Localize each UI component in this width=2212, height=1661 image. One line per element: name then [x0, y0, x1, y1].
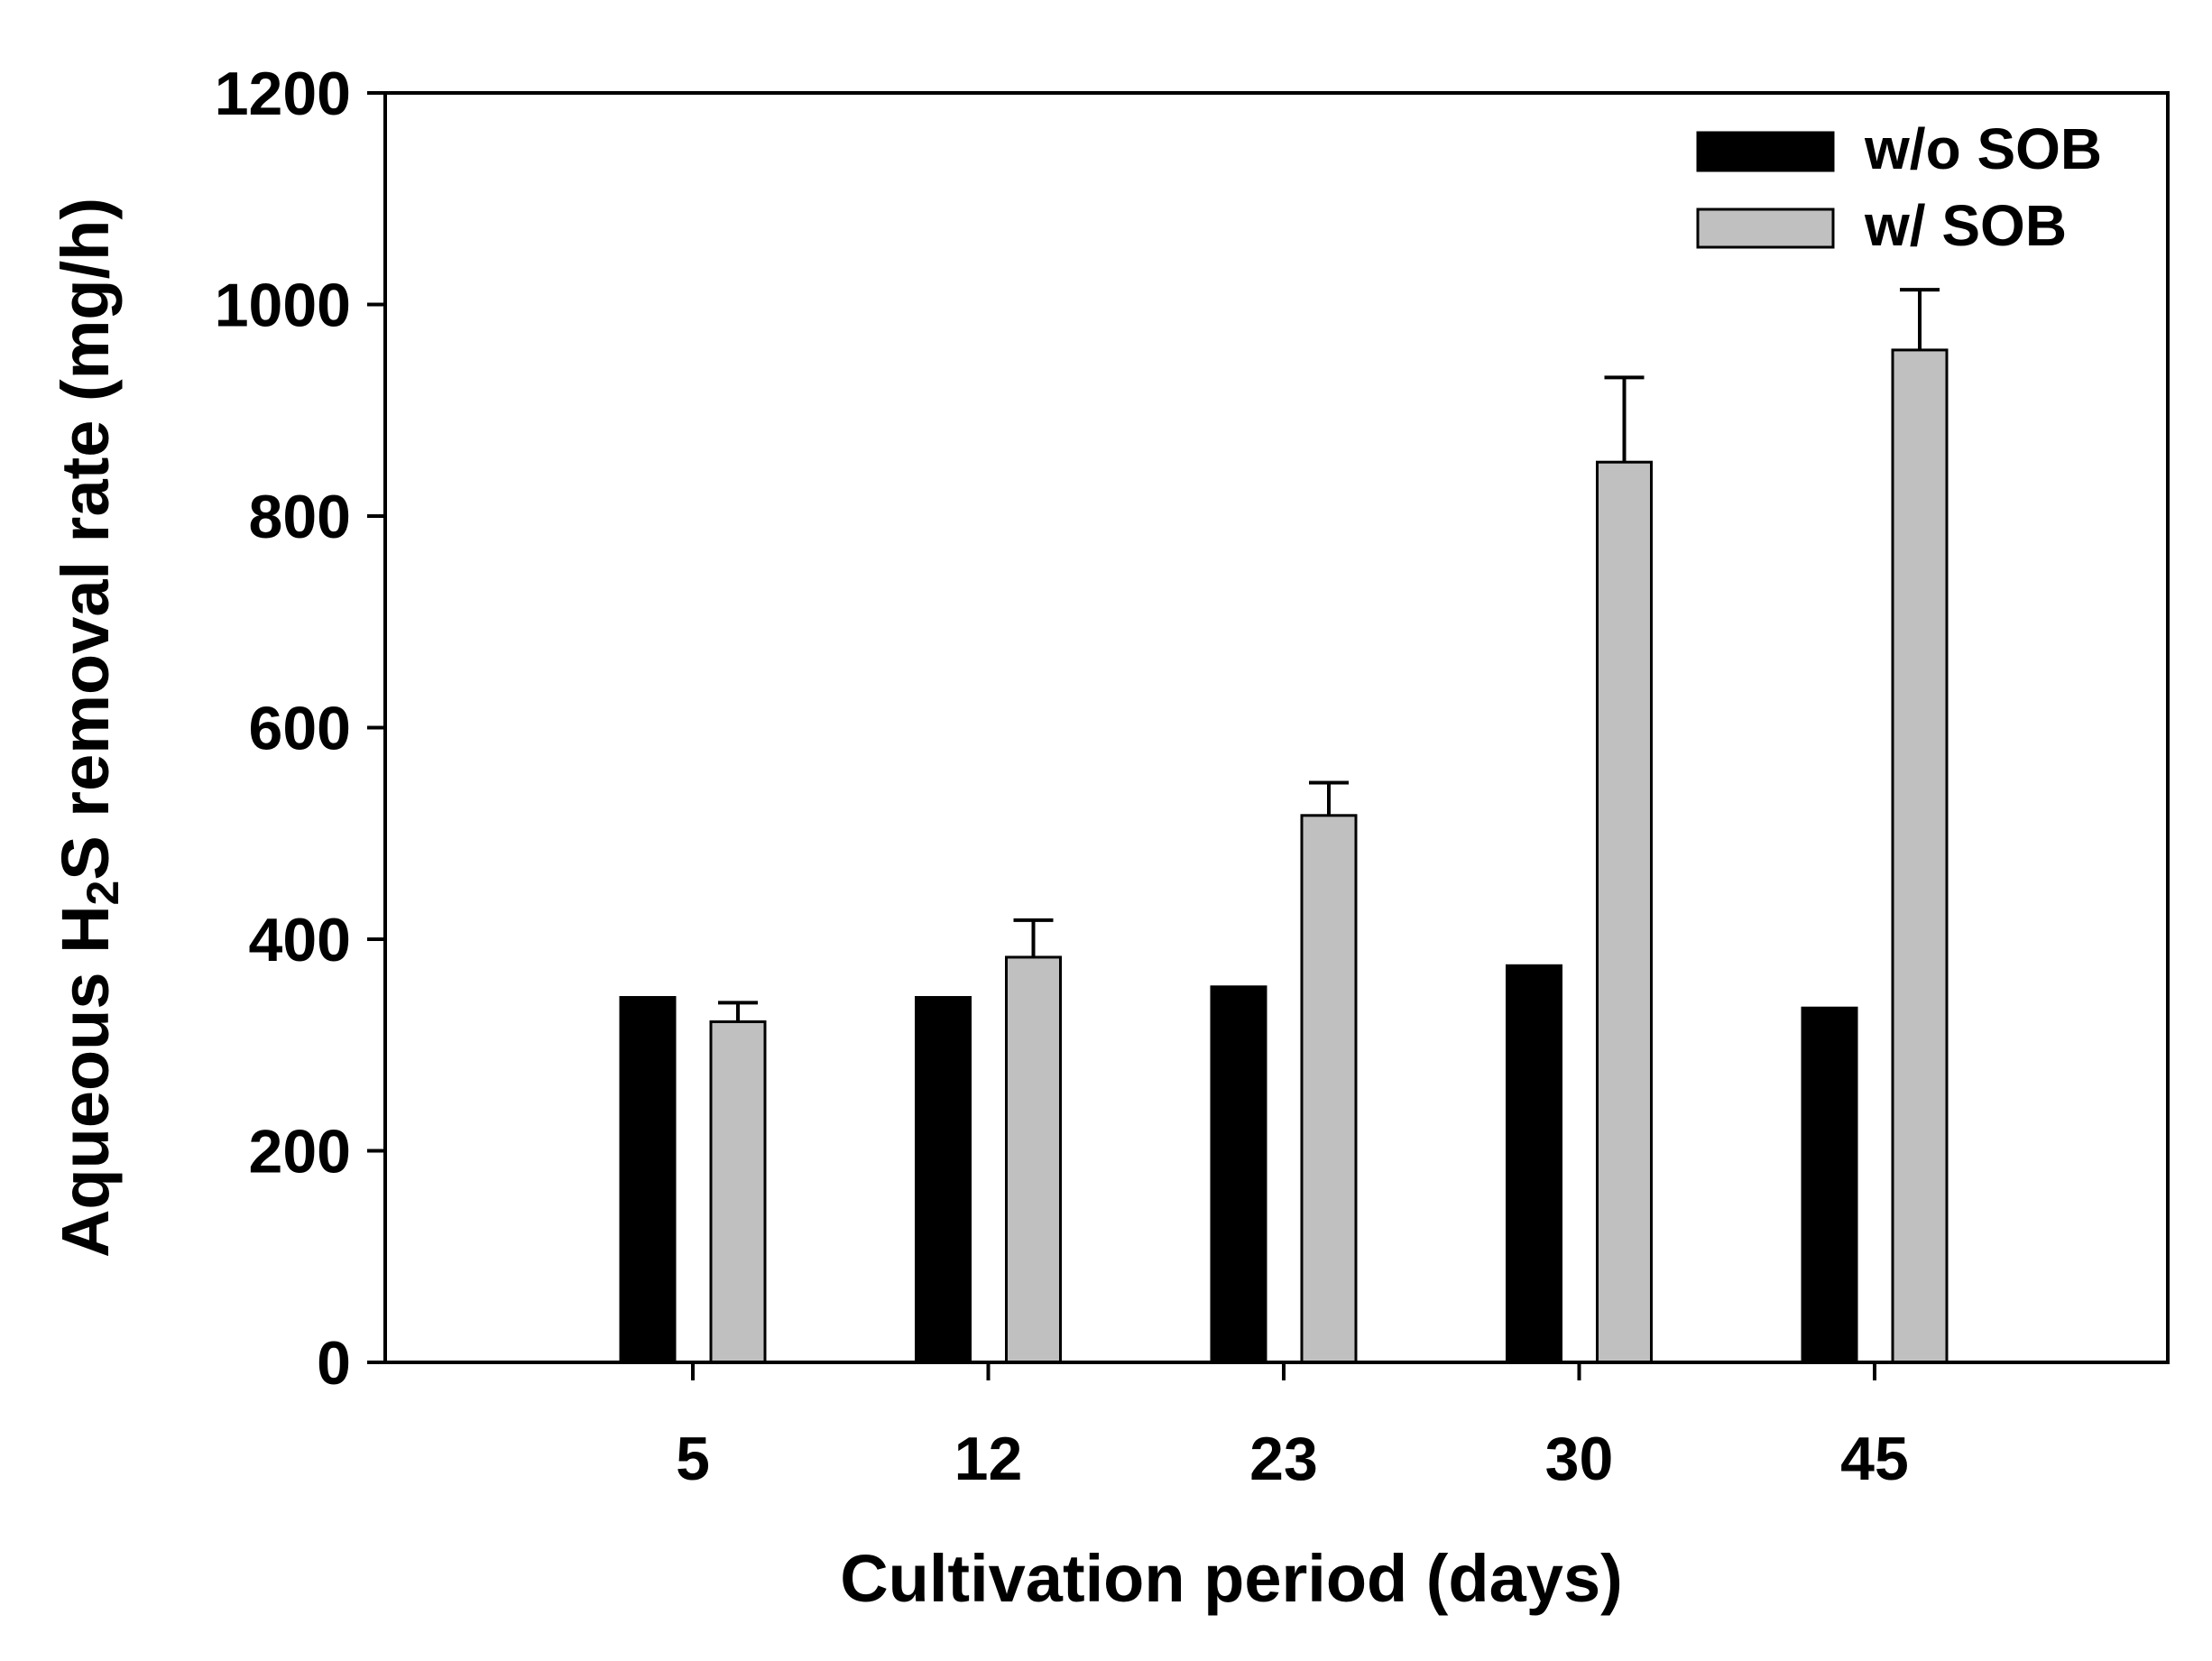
y-axis-title: Aqueous H2S removal rate (mg/h): [48, 198, 128, 1258]
bar-wo-sob-day-45: [1801, 1006, 1858, 1364]
bar-wo-sob-day-30: [1506, 964, 1562, 1364]
y-tick-label: 600: [249, 695, 351, 763]
bar-wo-sob-day-5: [619, 995, 677, 1364]
bar-wo-sob-day-12: [915, 995, 972, 1364]
bar-wo-sob-day-23: [1210, 985, 1267, 1364]
x-tick-label: 30: [1545, 1425, 1614, 1493]
y-axis-title-prefix: Aqueous H: [48, 905, 123, 1258]
y-tick-label: 1000: [215, 272, 351, 340]
y-tick-label: 0: [317, 1329, 351, 1398]
y-axis-ticks: 0 200 400 600 800 1000 1200: [215, 60, 385, 1398]
bars-layer: [619, 348, 1949, 1364]
legend: w/o SOB w/ SOB: [1696, 116, 2102, 258]
legend-swatch-wo-sob: [1696, 131, 1835, 172]
bar-w-sob-day-5: [709, 1020, 767, 1364]
x-tick-label: 23: [1249, 1425, 1318, 1493]
x-tick-label: 12: [954, 1425, 1023, 1493]
bar-w-sob-day-12: [1005, 955, 1062, 1364]
y-tick-label: 1200: [215, 60, 351, 128]
x-axis-title: Cultivation period (days): [840, 1541, 1623, 1616]
x-axis-ticks: 5 12 23 30 45: [676, 1362, 1909, 1493]
y-tick-label: 200: [249, 1118, 351, 1186]
y-axis-title-suffix: S removal rate (mg/h): [48, 198, 123, 881]
y-tick-label: 400: [249, 906, 351, 974]
bar-w-sob-day-30: [1596, 460, 1653, 1364]
error-bars-layer: [718, 288, 1940, 1022]
legend-swatch-w-sob: [1696, 208, 1835, 249]
x-tick-label: 5: [676, 1425, 710, 1493]
y-tick-label: 800: [249, 483, 351, 551]
y-axis-title-subscript: 2: [78, 881, 128, 906]
bar-w-sob-day-23: [1300, 814, 1358, 1364]
legend-label-w-sob: w/ SOB: [1864, 193, 2067, 258]
x-tick-label: 45: [1840, 1425, 1909, 1493]
bar-w-sob-day-45: [1891, 348, 1949, 1364]
legend-label-wo-sob: w/o SOB: [1864, 116, 2102, 181]
